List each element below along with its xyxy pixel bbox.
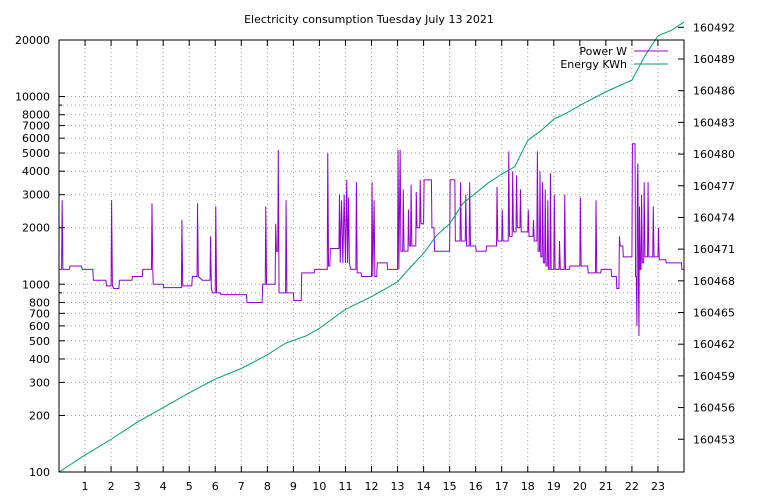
series-line-energy <box>58 21 685 473</box>
x-tick-label: 15 <box>443 480 457 493</box>
x-tick-label: 12 <box>365 480 379 493</box>
legend: Power W Energy KWh <box>560 45 668 71</box>
y-left-tick-label: 400 <box>29 353 50 366</box>
y-right-tick-label: 160480 <box>693 148 735 161</box>
x-tick-label: 22 <box>625 480 639 493</box>
y-right-tick-label: 160474 <box>693 211 735 224</box>
x-tick-label: 14 <box>417 480 431 493</box>
y-left-tick-label: 800 <box>29 296 50 309</box>
y-left-tick-label: 8000 <box>22 109 50 122</box>
y-right-tick-label: 160462 <box>693 338 735 351</box>
x-tick-label: 13 <box>391 480 405 493</box>
y-left-tick-label: 100 <box>29 466 50 479</box>
x-tick-label: 23 <box>651 480 665 493</box>
y-left-tick-label: 6000 <box>22 132 50 145</box>
y-left-tick-label: 600 <box>29 320 50 333</box>
x-tick-label: 5 <box>186 480 193 493</box>
x-tick-label: 7 <box>238 480 245 493</box>
y-left-tick-label: 700 <box>29 307 50 320</box>
y-left-tick-label: 4000 <box>22 165 50 178</box>
x-tick-label: 9 <box>290 480 297 493</box>
y-right-tick-label: 160465 <box>693 307 735 320</box>
x-tick-label: 10 <box>312 480 326 493</box>
y-right-tick-label: 160468 <box>693 275 735 288</box>
chart-title: Electricity consumption Tuesday July 13 … <box>244 13 494 26</box>
series-layer <box>58 21 685 473</box>
y-right-tick-label: 160492 <box>693 21 735 34</box>
y-right-tick-label: 160489 <box>693 53 735 66</box>
y-left-tick-label: 10000 <box>15 91 50 104</box>
x-tick-label: 1 <box>82 480 89 493</box>
y-left-tick-label: 7000 <box>22 120 50 133</box>
x-tick-label: 16 <box>469 480 483 493</box>
y-right-tick-label: 160483 <box>693 116 735 129</box>
y-right-tick-label: 160456 <box>693 402 735 415</box>
y-left-tick-label: 300 <box>29 376 50 389</box>
y-left-tick-label: 2000 <box>22 222 50 235</box>
x-tick-label: 20 <box>573 480 587 493</box>
x-tick-label: 17 <box>495 480 509 493</box>
y-right-tick-label: 160486 <box>693 85 735 98</box>
x-tick-label: 21 <box>599 480 613 493</box>
x-tick-label: 6 <box>212 480 219 493</box>
y-left-tick-label: 1000 <box>22 278 50 291</box>
series-line-power <box>59 143 684 337</box>
x-tick-label: 4 <box>160 480 167 493</box>
legend-label-power: Power W <box>579 45 627 58</box>
y-left-tick-label: 3000 <box>22 189 50 202</box>
y-left-tick-label: 200 <box>29 409 50 422</box>
x-tick-label: 19 <box>547 480 561 493</box>
x-tick-label: 18 <box>521 480 535 493</box>
x-tick-label: 2 <box>108 480 115 493</box>
x-tick-label: 3 <box>134 480 141 493</box>
x-tick-label: 8 <box>264 480 271 493</box>
y-right-tick-label: 160459 <box>693 370 735 383</box>
x-tick-label: 11 <box>338 480 352 493</box>
y-right-tick-label: 160453 <box>693 433 735 446</box>
y-right-tick-label: 160477 <box>693 180 735 193</box>
legend-label-energy: Energy KWh <box>560 58 627 71</box>
y-left-tick-label: 500 <box>29 335 50 348</box>
y-left-tick-label: 20000 <box>15 34 50 47</box>
y-right-tick-label: 160471 <box>693 243 735 256</box>
y-left-tick-label: 5000 <box>22 147 50 160</box>
axes-layer: 1 2 3 4 5 6 7 8 9 10 11 12 13 14 15 16 17 18 19 20 21 22 23100… <box>15 21 735 493</box>
